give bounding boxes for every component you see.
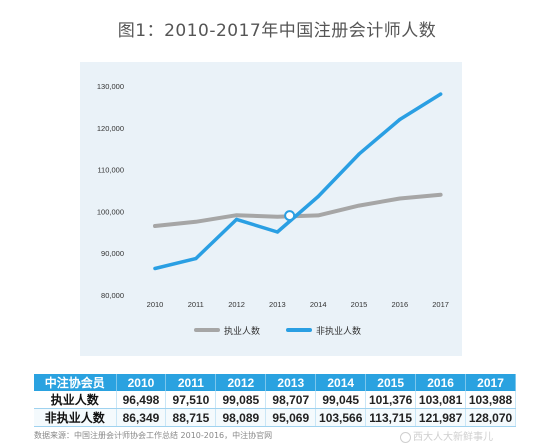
data-point (316, 213, 320, 217)
data-point (235, 213, 239, 217)
chart-panel (80, 62, 462, 356)
table-cell: 88,715 (165, 408, 217, 427)
data-point (153, 266, 157, 271)
data-point (235, 217, 239, 221)
table-header-cell: 中注协会员 (34, 374, 117, 391)
table-cell: 98,707 (265, 391, 317, 409)
table-cell: 103,988 (465, 391, 516, 409)
data-table: 中注协会员 2010 2011 2012 2013 2014 2015 2016… (34, 374, 516, 427)
crossing-marker (284, 210, 296, 222)
data-point (153, 224, 157, 228)
x-tick-label: 2013 (269, 300, 286, 309)
y-tick-label: 110,000 (97, 166, 124, 175)
table-cell: 86,349 (116, 408, 167, 427)
data-point (357, 152, 361, 156)
line-chart: 80,000 90,000 100,000 110,000 120,000 130,000… (97, 82, 449, 337)
x-tick-label: 2010 (147, 300, 164, 309)
table-cell: 96,498 (116, 391, 167, 409)
chart-title: 图1：2010-2017年中国注册会计师人数 (117, 21, 437, 41)
data-point (275, 230, 279, 234)
table-cell: 121,987 (415, 408, 467, 427)
x-tick-label: 2014 (310, 300, 327, 309)
table-header-cell: 2016 (415, 374, 467, 391)
table-cell: 128,070 (465, 408, 516, 427)
table-row-label: 非执业人数 (34, 408, 117, 427)
watermark-text: 西大人大新鲜事儿 (413, 432, 493, 443)
table-cell: 98,089 (215, 408, 267, 427)
watermark-logo-icon (400, 431, 411, 443)
data-point (275, 215, 279, 219)
y-tick-label: 90,000 (101, 249, 124, 258)
table-cell: 99,045 (315, 391, 367, 409)
data-point (398, 196, 402, 201)
data-point (194, 220, 198, 224)
data-point (194, 256, 198, 261)
data-point (398, 117, 402, 122)
watermark: 西大人大新鲜事儿 (400, 428, 493, 443)
source-note: 数据来源：中国注册会计师协会工作总结 2010-2016，中注协官网 (34, 431, 273, 440)
table-cell: 113,715 (365, 408, 417, 427)
table-cell: 103,566 (315, 408, 367, 427)
series-line-1 (153, 192, 443, 228)
legend-label: 非执业人数 (316, 325, 361, 337)
y-tick-label: 130,000 (97, 82, 124, 91)
table-header-cell: 2015 (365, 374, 417, 391)
x-tick-label: 2016 (391, 300, 408, 309)
x-tick-label: 2015 (351, 300, 368, 309)
table-header-cell: 2013 (265, 374, 317, 391)
table-header-cell: 2012 (215, 374, 267, 391)
y-tick-label: 80,000 (101, 291, 124, 300)
data-point (357, 204, 361, 208)
table-header-cell: 2014 (315, 374, 367, 391)
data-point (316, 194, 320, 199)
x-tick-label: 2012 (228, 300, 245, 309)
table-header-row: 中注协会员 2010 2011 2012 2013 2014 2015 2016… (34, 374, 516, 391)
x-tick-label: 2011 (188, 300, 204, 309)
table-header-cell: 2011 (165, 374, 217, 391)
table-row-label: 执业人数 (34, 391, 117, 409)
table-cell: 101,376 (365, 391, 417, 409)
data-point (439, 193, 443, 197)
table-row: 非执业人数 86,349 88,715 98,089 95,069 103,56… (34, 408, 516, 427)
x-tick-label: 2017 (432, 300, 449, 309)
table-header-cell: 2017 (465, 374, 516, 391)
y-tick-label: 100,000 (97, 207, 124, 216)
legend-label: 执业人数 (224, 325, 260, 337)
data-point (439, 92, 443, 96)
table-cell: 99,085 (215, 391, 267, 409)
table-row: 执业人数 96,498 97,510 99,085 98,707 99,045 … (34, 391, 516, 409)
series-line-2 (153, 92, 443, 271)
table-header-cell: 2010 (116, 374, 167, 391)
table-cell: 103,081 (415, 391, 467, 409)
table-cell: 97,510 (165, 391, 217, 409)
table-cell: 95,069 (265, 408, 317, 427)
y-tick-label: 120,000 (97, 124, 124, 133)
